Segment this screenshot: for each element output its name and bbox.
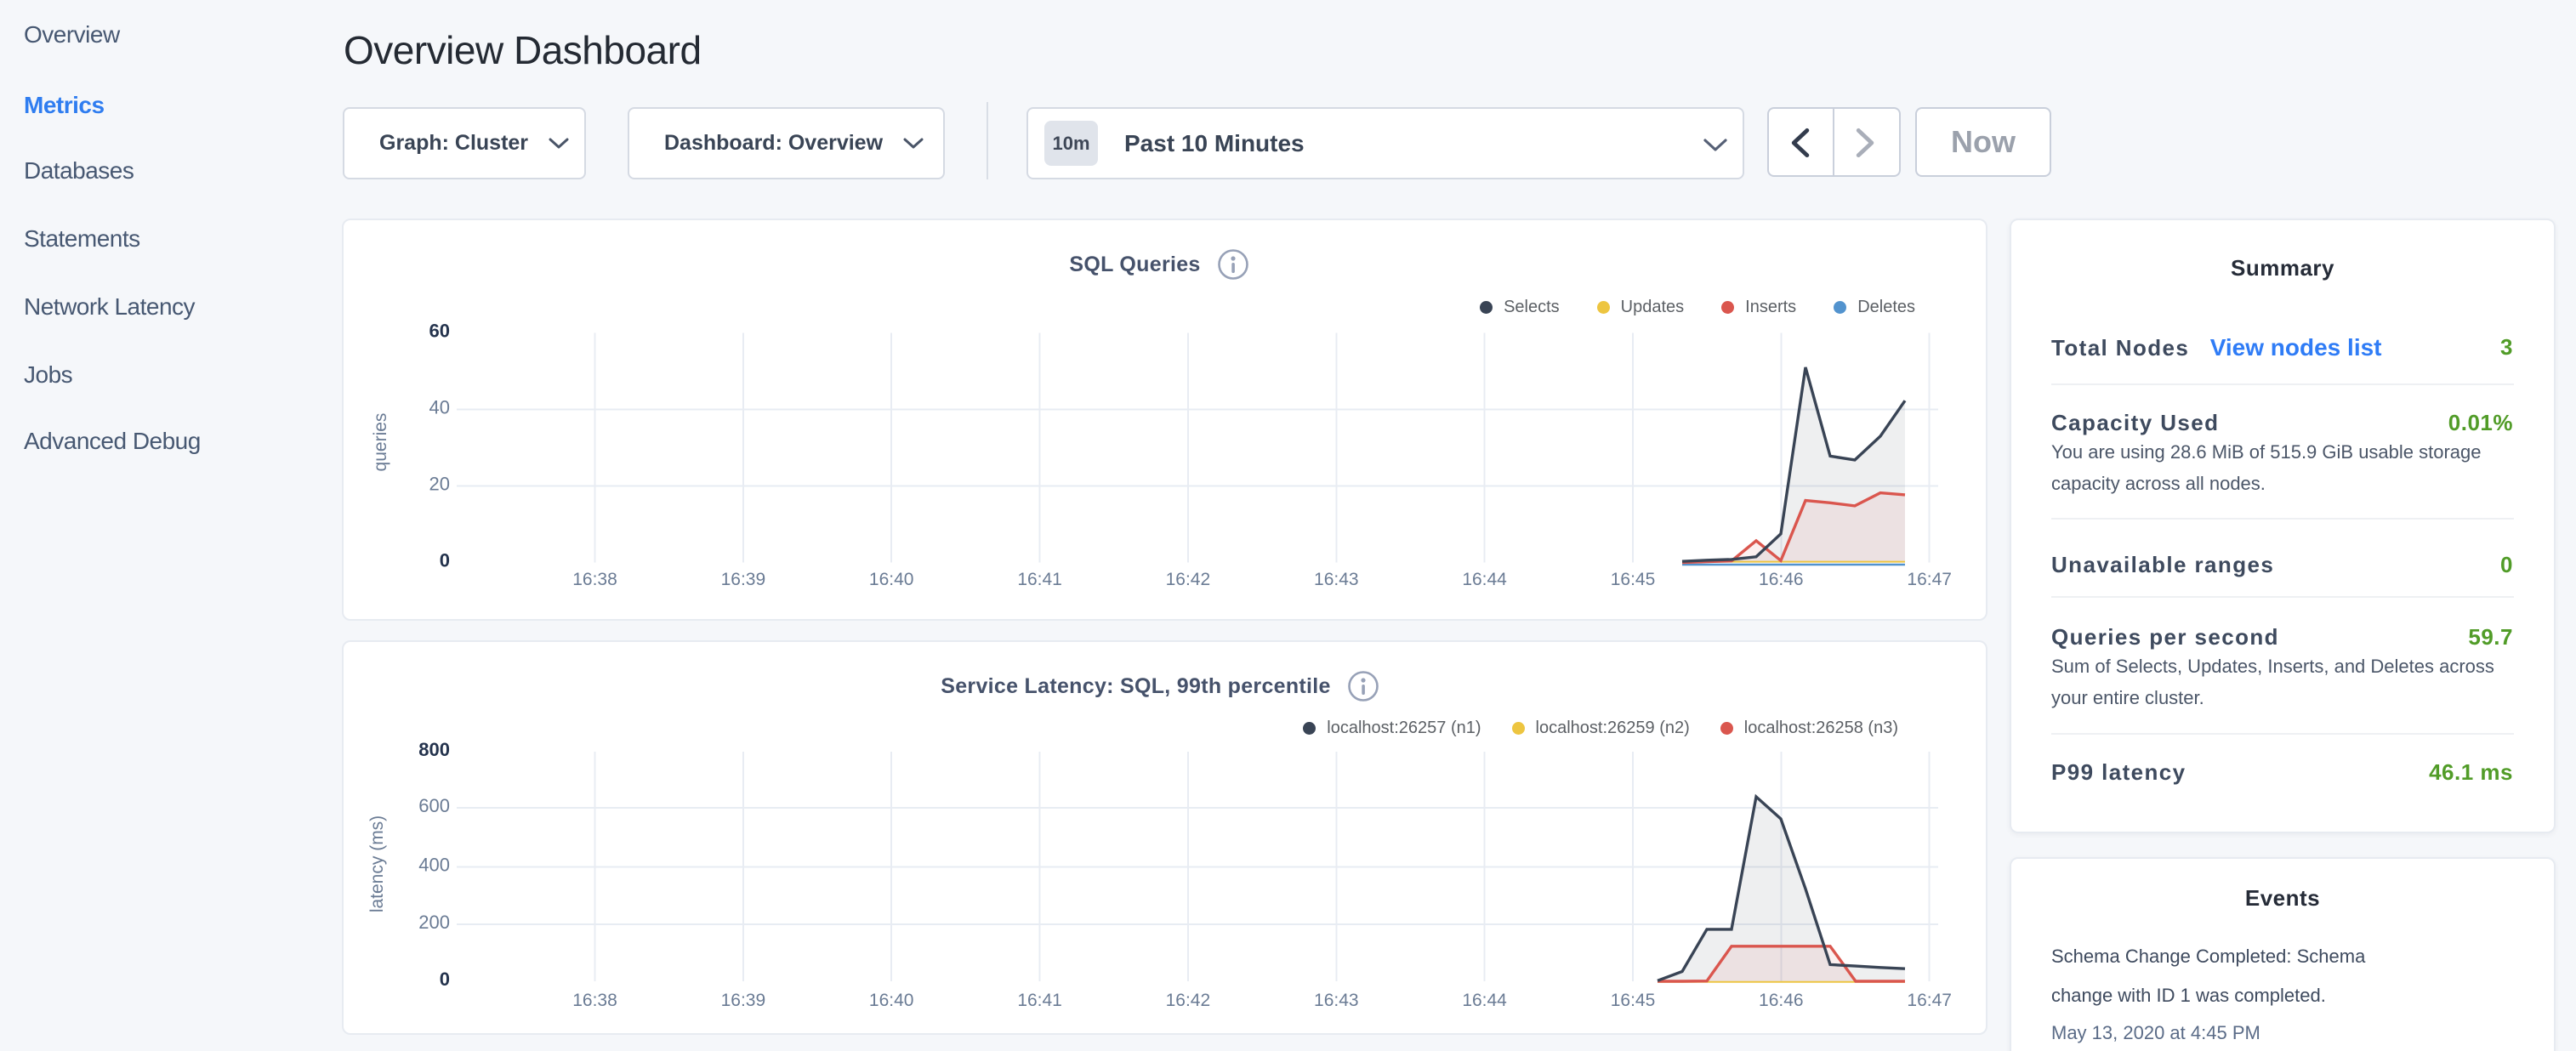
svg-text:400: 400 [418, 855, 450, 876]
svg-text:0: 0 [440, 969, 450, 990]
svg-text:16:41: 16:41 [1017, 570, 1062, 589]
svg-text:16:40: 16:40 [869, 570, 914, 589]
svg-text:16:41: 16:41 [1017, 991, 1062, 1010]
svg-text:60: 60 [429, 321, 450, 342]
svg-text:20: 20 [429, 474, 450, 495]
svg-text:40: 40 [429, 397, 450, 418]
svg-text:16:43: 16:43 [1314, 991, 1359, 1010]
svg-text:16:44: 16:44 [1462, 991, 1507, 1010]
svg-text:16:39: 16:39 [721, 991, 766, 1010]
svg-text:16:38: 16:38 [572, 570, 617, 589]
svg-text:16:43: 16:43 [1314, 570, 1359, 589]
svg-text:600: 600 [418, 795, 450, 816]
svg-text:16:39: 16:39 [721, 570, 766, 589]
svg-text:16:44: 16:44 [1462, 570, 1507, 589]
svg-text:16:45: 16:45 [1611, 991, 1656, 1010]
svg-text:800: 800 [418, 739, 450, 760]
svg-text:0: 0 [440, 550, 450, 571]
svg-text:latency (ms): latency (ms) [367, 815, 387, 912]
svg-text:queries: queries [371, 413, 390, 472]
svg-text:16:46: 16:46 [1759, 570, 1804, 589]
svg-text:16:40: 16:40 [869, 991, 914, 1010]
svg-text:16:47: 16:47 [1907, 991, 1952, 1010]
svg-text:16:42: 16:42 [1166, 991, 1211, 1010]
svg-text:16:47: 16:47 [1907, 570, 1952, 589]
svg-text:16:38: 16:38 [572, 991, 617, 1010]
svg-text:16:42: 16:42 [1166, 570, 1211, 589]
svg-text:200: 200 [418, 912, 450, 933]
svg-text:16:46: 16:46 [1759, 991, 1804, 1010]
svg-text:16:45: 16:45 [1611, 570, 1656, 589]
